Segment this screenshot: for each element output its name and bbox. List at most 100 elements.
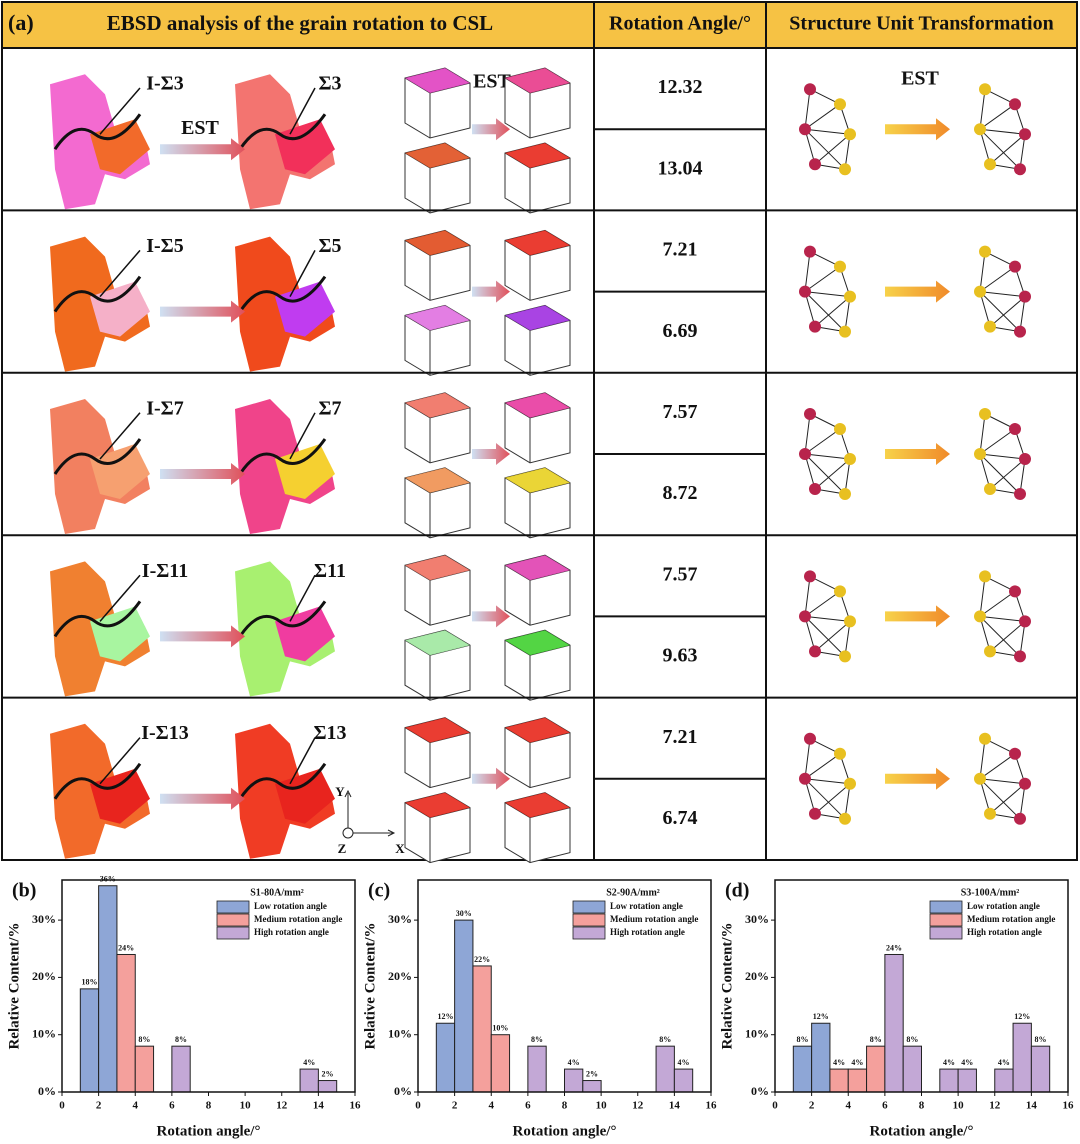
bar [673,1068,694,1093]
rotation-angle: 12.32 [658,76,703,98]
bar [317,1080,338,1093]
atom [844,777,856,790]
grain-boundary [53,600,142,638]
x-tick-label: 2 [452,1100,458,1112]
bond [989,296,1026,327]
grain-map [90,768,150,824]
bond [979,129,991,165]
bond [979,778,991,814]
atom [809,807,821,820]
bond [804,428,841,455]
value-label: 4% [998,1058,1010,1067]
bond [804,616,816,652]
atom [799,123,811,136]
arrow-label: EST [473,71,511,93]
arrow [472,280,510,303]
bar [116,953,136,1093]
y-tick-label: 20% [388,969,412,983]
x-tick-label: 12 [989,1100,1001,1112]
crystal-face [405,792,470,818]
rotation-angle: 6.74 [663,807,698,829]
axis-label: Z [338,841,347,856]
pointer-line [99,249,141,298]
legend-label: Low rotation angle [967,901,1040,911]
grain-boundary [53,762,142,800]
bond [814,296,851,327]
panel-label: (b) [12,880,36,902]
chart-title: S2-90A/mm² [606,887,660,898]
atom [834,98,846,111]
legend-swatch [929,900,963,914]
value-label: 8% [531,1035,543,1044]
atom [1019,777,1031,790]
bond [804,453,816,490]
grain-label: Σ13 [313,722,346,744]
rotation-angle: 7.57 [663,401,698,423]
value-label: 12% [813,1012,829,1021]
bar [134,1045,155,1093]
y-axis-label: Relative Content/% [6,922,22,1049]
atom [844,615,856,628]
rotation-angle: 13.04 [658,157,703,179]
x-tick-label: 8 [562,1100,568,1112]
y-tick-label: 20% [32,969,56,983]
x-tick-label: 12 [276,1100,288,1112]
arrow [885,443,950,465]
atom [799,448,811,460]
atom [809,645,821,658]
atom [809,483,821,495]
crystal-face [505,467,570,493]
bond [979,291,991,327]
atom [979,408,991,420]
bond [804,128,846,170]
value-label: 24% [118,943,134,952]
crystal-face [505,143,570,168]
x-axis-label: Rotation angle/° [157,1123,261,1139]
bar [527,1045,547,1093]
y-tick-label: 20% [745,969,769,983]
value-label: 4% [961,1058,973,1067]
bond [979,128,1026,135]
bond [804,291,846,332]
pointer-line [99,87,141,135]
atom [984,158,996,171]
value-label: 8% [175,1035,187,1044]
x-tick-label: 10 [596,1100,608,1112]
rotation-angle: 8.72 [663,482,698,504]
grain-label: I-Σ5 [146,235,184,257]
bond [804,778,851,785]
crystal-face [505,717,570,743]
crystal-face [505,555,570,581]
x-tick-label: 12 [632,1100,644,1112]
bar [792,1045,813,1093]
grain-boundary [53,113,142,151]
legend-swatch [572,926,606,940]
x-tick-label: 14 [1026,1100,1038,1112]
bar [564,1068,584,1093]
x-tick-label: 0 [772,1100,778,1112]
crystal-face [405,230,470,256]
bond [804,453,846,495]
arrow [472,443,510,465]
atom [799,285,811,298]
atom [1014,812,1026,825]
atom [839,812,851,825]
atom [834,423,846,435]
bond [979,453,1026,460]
chart-title: S1-80A/mm² [250,887,304,898]
bond [979,291,1026,298]
bond [979,590,1016,617]
crystal-face [405,392,470,418]
atom [1019,128,1031,141]
legend-label: Medium rotation angle [967,914,1055,924]
value-label: 8% [659,1035,671,1044]
x-tick-label: 8 [206,1100,212,1112]
grain-boundary [238,762,327,800]
bond [979,266,1016,293]
bar [1012,1022,1032,1093]
grain-boundary [238,113,327,151]
x-tick-label: 4 [133,1100,139,1112]
atom [844,128,856,141]
crystal-face [405,68,470,93]
bar [655,1045,675,1093]
